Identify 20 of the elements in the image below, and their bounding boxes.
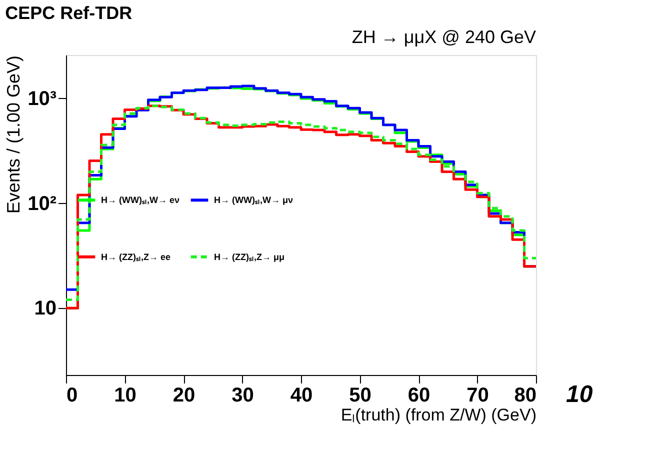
x-tick-label: 0 [66,384,78,406]
x-tick-label: 50 [349,384,372,406]
x-tick-label: 10 [114,384,136,406]
y-axis-title: Events / (1.00 GeV) [4,56,24,214]
legend-label: H→ (ZZ)ₛₗ,Z→ μμ [214,252,285,262]
chart-subtitle: ZH → μμX @ 240 GeV [352,27,536,47]
x-tick-label: 20 [172,384,196,406]
y-tick-label: 10³ [28,88,57,110]
y-tick-label: 10² [28,192,57,215]
x-tick-label: 40 [290,384,313,406]
chart-title: CEPC Ref-TDR [5,3,132,23]
x-tick-label: 60 [408,384,430,406]
x-tick-label: 30 [232,384,254,406]
legend-label: H→ (WW)ₛₗ,W→ eν [101,195,180,206]
x-tick-label: 70 [466,384,489,406]
y-tick-label: 10 [34,298,56,320]
x-tick-label: 80 [514,384,536,406]
legend-label: H→ (ZZ)ₛₗ,Z→ ee [101,252,170,262]
x-axis-title: Eₗ(truth) (from Z/W) (GeV) [340,406,536,424]
legend-label: H→ (WW)ₛₗ,W→ μν [214,195,293,206]
